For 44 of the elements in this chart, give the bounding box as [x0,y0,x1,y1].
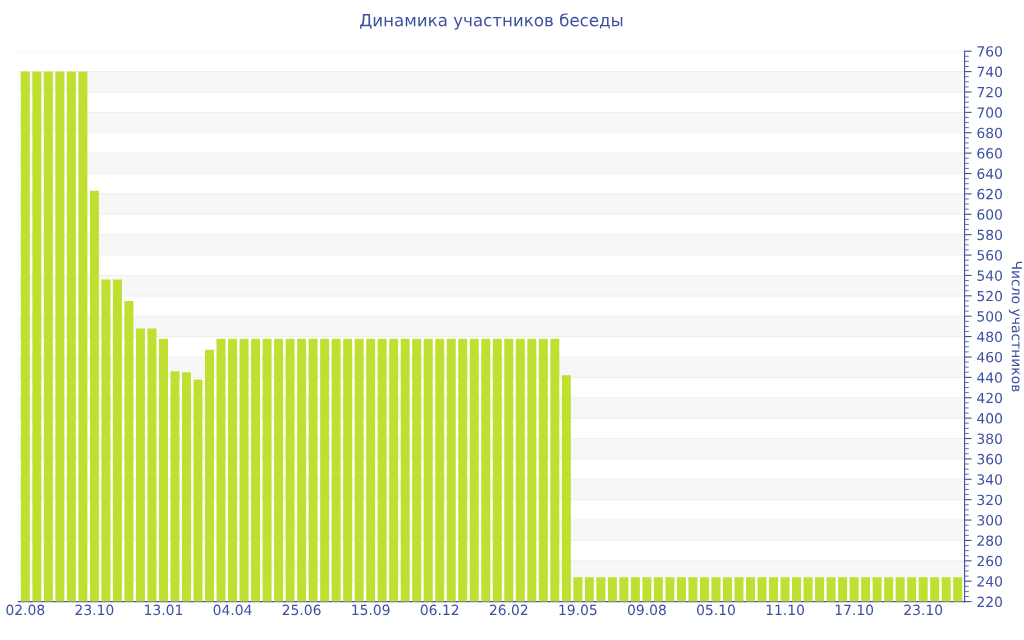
y-tick-label: 680 [977,127,1002,139]
y-tick-label: 700 [977,107,1002,118]
y-tick-label: 540 [977,270,1002,281]
chart-title: Динамика участников беседы [360,13,623,30]
x-tick-label: 02.08 [6,604,45,616]
y-tick-label: 380 [977,433,1002,444]
x-tick-label: 13.01 [145,604,183,616]
x-tick-label: 05.10 [697,604,735,616]
x-tick-label: 04.04 [213,604,252,616]
y-tick-label: 360 [977,453,1002,465]
y-tick-label: 720 [977,86,1002,98]
y-tick-label: 440 [977,372,1002,383]
y-tick-label: 460 [977,351,1002,363]
y-tick-label: 480 [977,331,1002,343]
y-tick-label: 500 [977,311,1002,322]
x-tick-label: 09.08 [627,604,666,616]
y-tick-label: 760 [977,46,1002,57]
x-tick-label: 23.10 [904,604,943,616]
y-tick-label: 520 [977,290,1002,302]
y-tick-label: 220 [977,596,1002,608]
y-tick-label: 340 [977,474,1002,485]
y-tick-label: 240 [977,576,1002,587]
y-axis-title: Число участников [1008,261,1022,392]
y-tick-label: 300 [977,515,1002,526]
y-tick-label: 640 [977,168,1002,179]
x-tick-label: 11.10 [766,604,804,616]
y-tick-label: 620 [977,188,1002,200]
y-tick-label: 260 [977,555,1002,567]
x-tick-label: 06.12 [420,604,459,616]
y-tick-label: 400 [977,413,1002,424]
x-tick-label: 19.05 [559,604,597,616]
y-tick-label: 600 [977,209,1002,220]
y-tick-label: 740 [977,66,1002,78]
x-tick-label: 17.10 [835,604,874,616]
x-tick-label: 25.06 [282,604,321,616]
x-tick-label: 15.09 [352,604,390,616]
y-tick-label: 660 [977,148,1002,159]
y-tick-label: 580 [977,229,1002,241]
y-tick-label: 280 [977,535,1002,546]
x-tick-label: 23.10 [75,604,114,616]
y-tick-label: 320 [977,494,1002,506]
x-tick-label: 26.02 [489,604,528,616]
y-tick-label: 420 [977,392,1002,404]
y-tick-label: 560 [977,250,1002,261]
